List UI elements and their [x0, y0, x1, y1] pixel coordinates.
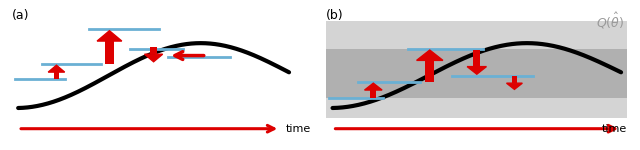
FancyBboxPatch shape — [511, 76, 517, 83]
FancyBboxPatch shape — [370, 90, 376, 98]
Bar — [326, 49, 627, 98]
Polygon shape — [467, 67, 486, 74]
Bar — [326, 21, 627, 118]
Text: (b): (b) — [326, 9, 344, 22]
Text: $Q(\hat{\theta})$: $Q(\hat{\theta})$ — [596, 11, 624, 32]
Text: time: time — [286, 124, 311, 134]
FancyBboxPatch shape — [105, 41, 114, 64]
Polygon shape — [417, 50, 443, 60]
FancyBboxPatch shape — [474, 50, 480, 67]
Polygon shape — [48, 65, 65, 72]
Polygon shape — [506, 83, 522, 89]
Polygon shape — [365, 83, 382, 90]
Text: time: time — [602, 124, 627, 134]
FancyBboxPatch shape — [150, 47, 157, 54]
Polygon shape — [97, 31, 122, 41]
Polygon shape — [145, 54, 163, 62]
FancyBboxPatch shape — [54, 72, 60, 79]
FancyBboxPatch shape — [425, 60, 435, 82]
Text: (a): (a) — [12, 9, 30, 22]
